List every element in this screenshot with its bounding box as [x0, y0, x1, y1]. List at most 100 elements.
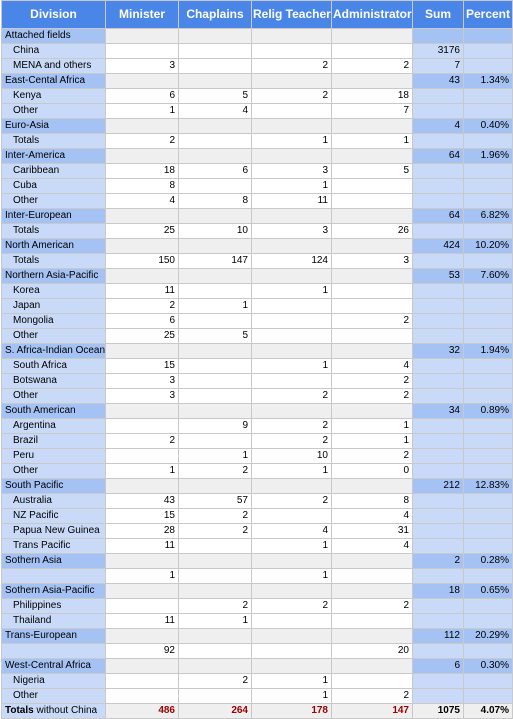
- cell-sum[interactable]: 212: [412, 478, 464, 494]
- cell-administrator[interactable]: 3: [331, 253, 413, 269]
- cell-minister[interactable]: 6: [105, 88, 179, 104]
- cell-division[interactable]: Totals: [1, 253, 106, 269]
- cell-administrator[interactable]: [331, 208, 413, 224]
- cell-administrator[interactable]: 4: [331, 358, 413, 374]
- cell-sum[interactable]: [412, 298, 464, 314]
- cell-minister[interactable]: 43: [105, 493, 179, 509]
- cell-relig-teacher[interactable]: 1: [251, 463, 332, 479]
- cell-relig-teacher[interactable]: 1: [251, 673, 332, 689]
- cell-sum[interactable]: 18: [412, 583, 464, 599]
- cell-chaplains[interactable]: 2: [178, 463, 252, 479]
- cell-administrator[interactable]: [331, 628, 413, 644]
- cell-percent[interactable]: [463, 448, 513, 464]
- cell-chaplains[interactable]: [178, 133, 252, 149]
- cell-minister[interactable]: [105, 418, 179, 434]
- cell-division[interactable]: Other: [1, 193, 106, 209]
- totals-sum[interactable]: 1075: [412, 703, 464, 719]
- cell-administrator[interactable]: 5: [331, 163, 413, 179]
- cell-division[interactable]: China: [1, 43, 106, 59]
- cell-division[interactable]: Sothern Asia-Pacific: [1, 583, 106, 599]
- cell-division[interactable]: Japan: [1, 298, 106, 314]
- cell-sum[interactable]: [412, 193, 464, 209]
- cell-minister[interactable]: 25: [105, 328, 179, 344]
- cell-relig-teacher[interactable]: 124: [251, 253, 332, 269]
- cell-administrator[interactable]: 31: [331, 523, 413, 539]
- cell-percent[interactable]: [463, 298, 513, 314]
- cell-percent[interactable]: [463, 568, 513, 584]
- cell-administrator[interactable]: [331, 73, 413, 89]
- cell-sum[interactable]: [412, 598, 464, 614]
- cell-percent[interactable]: 1.96%: [463, 148, 513, 164]
- cell-minister[interactable]: [105, 73, 179, 89]
- cell-minister[interactable]: 3: [105, 373, 179, 389]
- cell-division[interactable]: Northern Asia-Pacific: [1, 268, 106, 284]
- cell-minister[interactable]: [105, 673, 179, 689]
- cell-minister[interactable]: 4: [105, 193, 179, 209]
- cell-percent[interactable]: [463, 688, 513, 704]
- cell-relig-teacher[interactable]: [251, 583, 332, 599]
- cell-division[interactable]: Trans-European: [1, 628, 106, 644]
- cell-percent[interactable]: 1.94%: [463, 343, 513, 359]
- cell-sum[interactable]: [412, 133, 464, 149]
- cell-division[interactable]: Nigeria: [1, 673, 106, 689]
- cell-percent[interactable]: [463, 598, 513, 614]
- cell-administrator[interactable]: [331, 268, 413, 284]
- cell-administrator[interactable]: [331, 658, 413, 674]
- cell-minister[interactable]: 25: [105, 223, 179, 239]
- cell-division[interactable]: Mongolia: [1, 313, 106, 329]
- cell-sum[interactable]: [412, 373, 464, 389]
- cell-relig-teacher[interactable]: [251, 118, 332, 134]
- cell-administrator[interactable]: 1: [331, 418, 413, 434]
- cell-sum[interactable]: [412, 388, 464, 404]
- cell-relig-teacher[interactable]: 2: [251, 58, 332, 74]
- cell-minister[interactable]: 28: [105, 523, 179, 539]
- cell-sum[interactable]: [412, 223, 464, 239]
- cell-division[interactable]: South American: [1, 403, 106, 419]
- cell-relig-teacher[interactable]: 2: [251, 493, 332, 509]
- cell-chaplains[interactable]: 8: [178, 193, 252, 209]
- cell-sum[interactable]: 424: [412, 238, 464, 254]
- cell-chaplains[interactable]: [178, 313, 252, 329]
- cell-administrator[interactable]: [331, 328, 413, 344]
- cell-administrator[interactable]: 0: [331, 463, 413, 479]
- cell-sum[interactable]: 3176: [412, 43, 464, 59]
- cell-minister[interactable]: [105, 448, 179, 464]
- cell-relig-teacher[interactable]: 1: [251, 538, 332, 554]
- cell-administrator[interactable]: 20: [331, 643, 413, 659]
- cell-division[interactable]: North American: [1, 238, 106, 254]
- cell-sum[interactable]: 112: [412, 628, 464, 644]
- cell-sum[interactable]: [412, 493, 464, 509]
- cell-chaplains[interactable]: 10: [178, 223, 252, 239]
- cell-percent[interactable]: 0.28%: [463, 553, 513, 569]
- cell-percent[interactable]: 1.34%: [463, 73, 513, 89]
- cell-administrator[interactable]: 2: [331, 313, 413, 329]
- cell-administrator[interactable]: 2: [331, 388, 413, 404]
- cell-chaplains[interactable]: 1: [178, 298, 252, 314]
- header-administrator[interactable]: Administrator: [331, 0, 413, 29]
- cell-minister[interactable]: 18: [105, 163, 179, 179]
- cell-sum[interactable]: [412, 178, 464, 194]
- cell-percent[interactable]: 6.82%: [463, 208, 513, 224]
- cell-percent[interactable]: 20.29%: [463, 628, 513, 644]
- cell-relig-teacher[interactable]: [251, 73, 332, 89]
- cell-sum[interactable]: [412, 328, 464, 344]
- cell-chaplains[interactable]: [178, 148, 252, 164]
- cell-percent[interactable]: 0.65%: [463, 583, 513, 599]
- header-relig-teacher[interactable]: Relig Teacher: [251, 0, 332, 29]
- cell-division[interactable]: South Africa: [1, 358, 106, 374]
- cell-percent[interactable]: [463, 133, 513, 149]
- cell-administrator[interactable]: [331, 238, 413, 254]
- cell-percent[interactable]: 12.83%: [463, 478, 513, 494]
- cell-administrator[interactable]: [331, 118, 413, 134]
- cell-administrator[interactable]: 26: [331, 223, 413, 239]
- cell-percent[interactable]: [463, 358, 513, 374]
- cell-administrator[interactable]: 8: [331, 493, 413, 509]
- cell-percent[interactable]: [463, 613, 513, 629]
- totals-percent[interactable]: 4.07%: [463, 703, 513, 719]
- cell-division[interactable]: Argentina: [1, 418, 106, 434]
- cell-minister[interactable]: [105, 28, 179, 44]
- header-sum[interactable]: Sum: [412, 0, 464, 29]
- cell-minister[interactable]: [105, 268, 179, 284]
- cell-chaplains[interactable]: 1: [178, 613, 252, 629]
- cell-relig-teacher[interactable]: [251, 628, 332, 644]
